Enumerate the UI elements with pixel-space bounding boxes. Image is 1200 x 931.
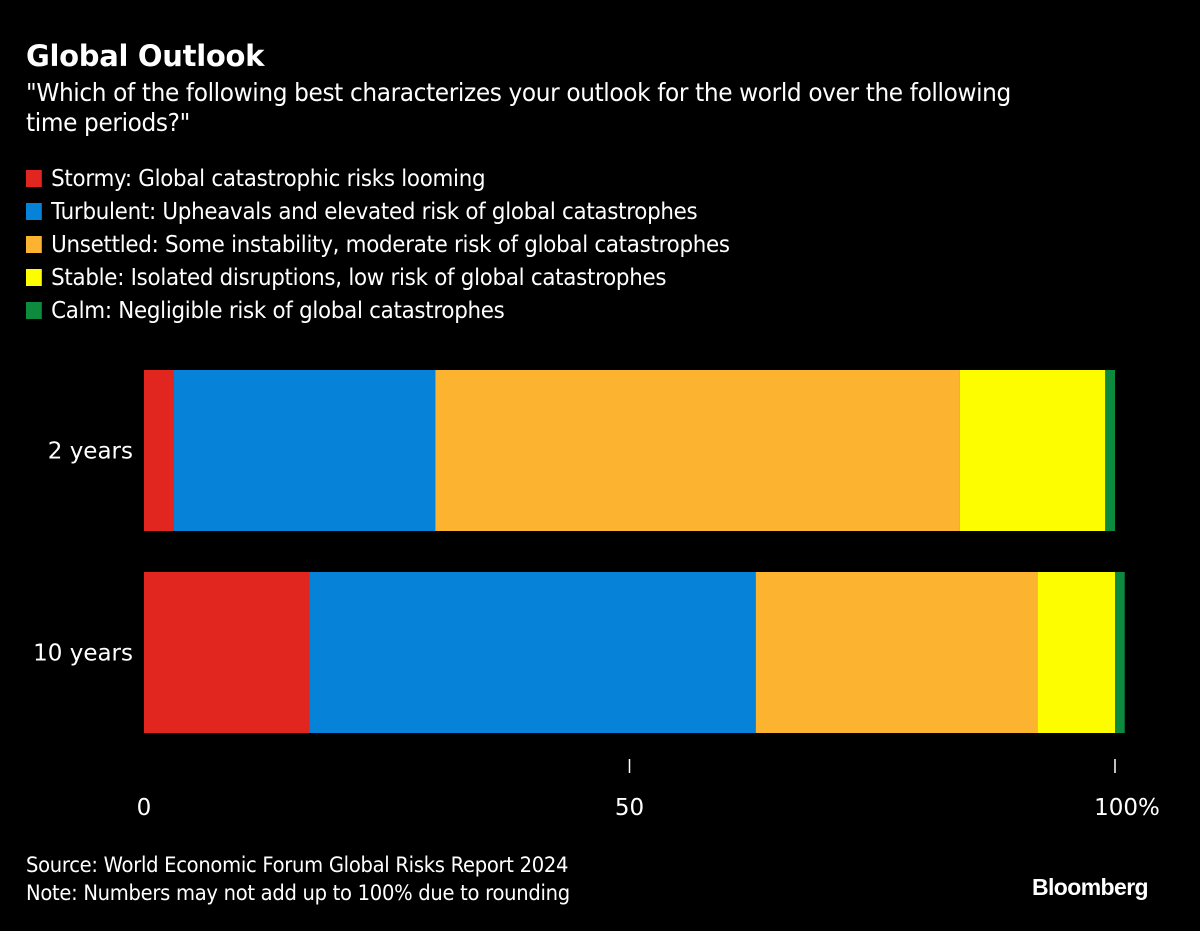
bar-segment-10-years-stable: [1037, 572, 1115, 733]
legend-label-unsettled: Unsettled: Some instability, moderate ri…: [51, 231, 730, 258]
legend: Stormy: Global catastrophic risks loomin…: [26, 162, 730, 327]
legend-swatch-calm: [26, 302, 42, 319]
y-axis-labels: 2 years 10 years: [33, 439, 133, 667]
bar-segment-2-years-calm: [1105, 370, 1115, 531]
x-tick-label-0: 0: [137, 795, 152, 821]
bar-segment-10-years-turbulent: [309, 572, 756, 733]
legend-swatch-stable: [26, 269, 42, 286]
legend-label-stormy: Stormy: Global catastrophic risks loomin…: [51, 165, 486, 192]
legend-label-stable: Stable: Isolated disruptions, low risk o…: [51, 264, 667, 291]
bar-segment-10-years-stormy: [144, 572, 310, 733]
bar-segment-10-years-calm: [1115, 572, 1125, 733]
legend-swatch-unsettled: [26, 236, 42, 253]
source-text: Source: World Economic Forum Global Risk…: [26, 853, 569, 877]
legend-item-stormy: Stormy: Global catastrophic risks loomin…: [26, 162, 730, 195]
chart-subtitle: "Which of the following best characteriz…: [26, 78, 1011, 137]
legend-item-unsettled: Unsettled: Some instability, moderate ri…: [26, 228, 730, 261]
x-tick-label-50: 50: [615, 795, 644, 821]
legend-item-calm: Calm: Negligible risk of global catastro…: [26, 294, 730, 327]
bloomberg-logo: Bloomberg: [1032, 874, 1149, 900]
bar-segment-10-years-unsettled: [755, 572, 1038, 733]
x-tick-label-100: 100%: [1094, 795, 1160, 821]
bar-segment-2-years-stormy: [144, 370, 174, 531]
legend-swatch-turbulent: [26, 203, 42, 220]
y-tick-label-10-years: 10 years: [33, 641, 133, 667]
legend-label-calm: Calm: Negligible risk of global catastro…: [51, 297, 505, 324]
bar-segment-2-years-unsettled: [435, 370, 960, 531]
note-text: Note: Numbers may not add up to 100% due…: [26, 881, 570, 905]
chart-title: Global Outlook: [26, 39, 265, 73]
legend-item-stable: Stable: Isolated disruptions, low risk o…: [26, 261, 730, 294]
legend-swatch-stormy: [26, 170, 42, 187]
legend-item-turbulent: Turbulent: Upheavals and elevated risk o…: [26, 195, 730, 228]
bars-group: [144, 370, 1125, 733]
y-tick-label-2-years: 2 years: [48, 439, 133, 465]
x-axis: 0 50 100%: [137, 759, 1160, 821]
legend-label-turbulent: Turbulent: Upheavals and elevated risk o…: [51, 198, 698, 225]
bar-segment-2-years-turbulent: [173, 370, 436, 531]
bar-segment-2-years-stable: [959, 370, 1106, 531]
footer: Source: World Economic Forum Global Risk…: [26, 851, 570, 907]
